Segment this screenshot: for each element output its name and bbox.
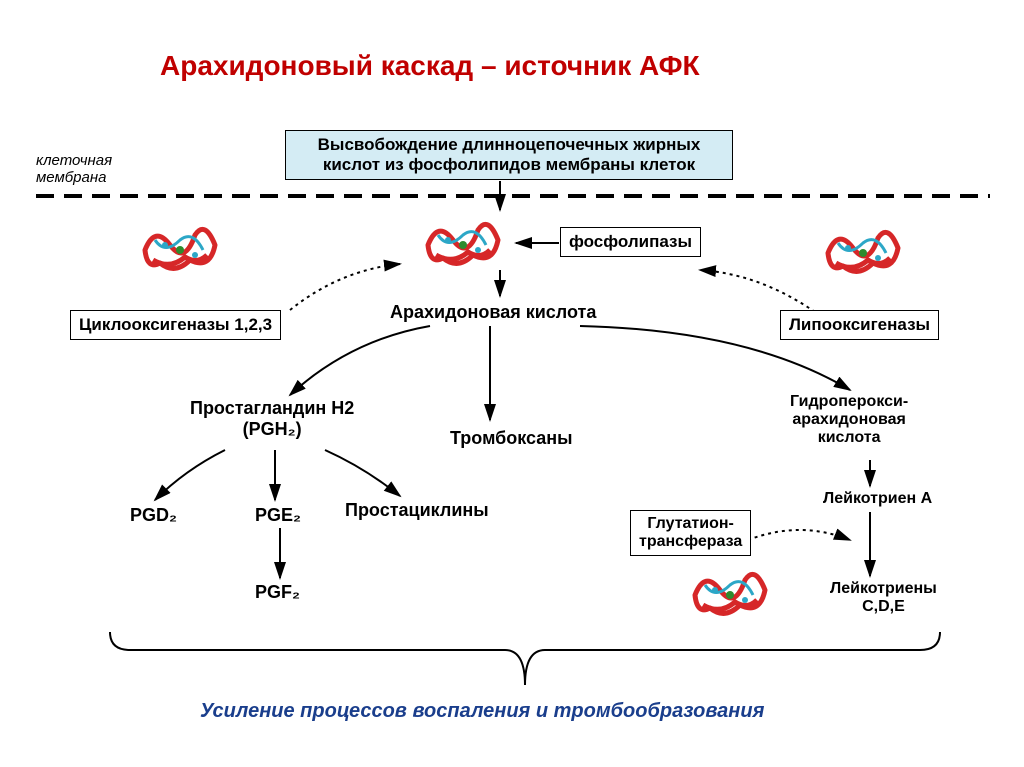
- leukotriene-a-label: Лейкотриен А: [823, 490, 932, 508]
- release-box: Высвобождение длинноцепочечных жирныхкис…: [285, 130, 733, 180]
- pge2-label: PGE₂: [255, 505, 301, 526]
- leukotrienes-cde-label: ЛейкотриеныC,D,E: [830, 580, 937, 616]
- protein-structure-icon: [418, 210, 508, 280]
- diagram-svg: [0, 0, 1024, 767]
- thromboxanes-label: Тромбоксаны: [450, 428, 573, 449]
- lox-box: Липооксигеназы: [780, 310, 939, 340]
- protein-structure-icon: [685, 560, 775, 630]
- diagram-title: Арахидоновый каскад – источник АФК: [160, 50, 700, 82]
- pgd2-label: PGD₂: [130, 505, 177, 526]
- protein-structure-icon: [135, 215, 225, 285]
- glutathione-box: Глутатион-трансфераза: [630, 510, 751, 556]
- bottom-text: Усиление процессов воспаления и тромбооб…: [200, 700, 764, 723]
- pgh2-label: Простагландин Н2(PGH₂): [190, 398, 354, 440]
- hydroperoxy-label: Гидроперокси-арахидоноваякислота: [790, 393, 908, 447]
- cox-box: Циклооксигеназы 1,2,3: [70, 310, 281, 340]
- arachidonic-label: Арахидоновая кислота: [390, 302, 596, 323]
- phospholipase-box: фосфолипазы: [560, 227, 701, 257]
- prostacyclins-label: Простациклины: [345, 500, 489, 521]
- pgf2-label: PGF₂: [255, 582, 300, 603]
- protein-structure-icon: [818, 218, 908, 288]
- membrane-label: клеточнаямембрана: [36, 152, 112, 186]
